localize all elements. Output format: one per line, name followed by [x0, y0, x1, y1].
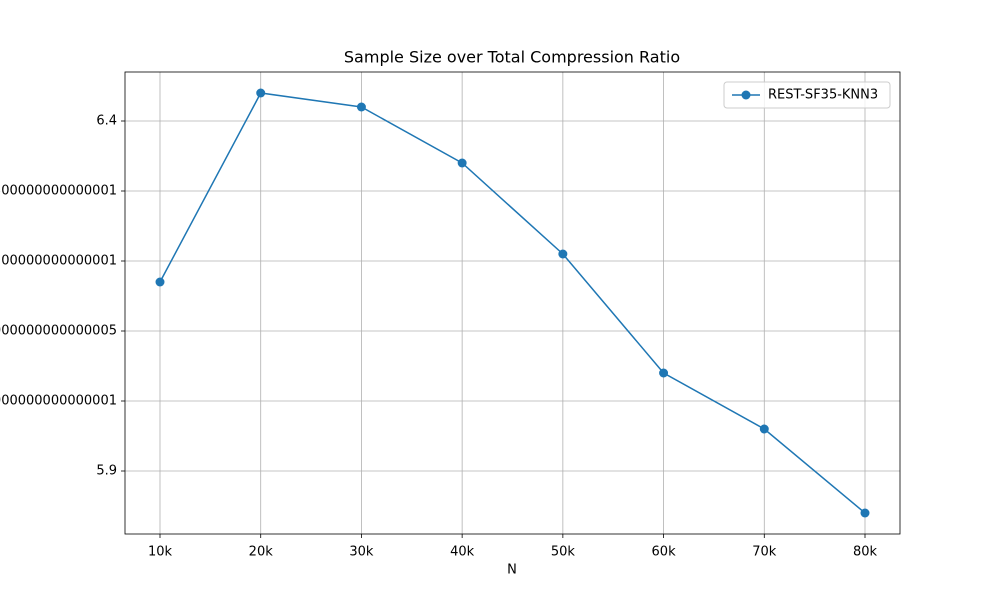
x-tick-label: 20k	[249, 545, 274, 560]
line	[159, 92, 866, 514]
marker	[558, 249, 568, 259]
legend-marker	[741, 90, 751, 100]
y-tick-label: 6.000000000000001	[0, 394, 117, 409]
marker	[256, 88, 266, 98]
x-tick-label: 30k	[349, 545, 374, 560]
x-tick-label: 50k	[551, 545, 576, 560]
x-tick-label: 80k	[853, 545, 878, 560]
chart-title: Sample Size over Total Compression Ratio	[344, 48, 680, 67]
y-tick-label: 6.200000000000001	[0, 254, 117, 269]
x-tick-label: 40k	[450, 545, 475, 560]
marker	[860, 508, 870, 518]
y-tick-label: 6.1000000000000005	[0, 324, 117, 339]
marker	[155, 277, 165, 287]
x-tick-label: 60k	[652, 545, 677, 560]
y-tick-label: 5.9	[96, 464, 117, 479]
x-axis-label: N	[507, 563, 517, 578]
y-tick-label: 6.300000000000001	[0, 184, 117, 199]
y-tick-label: 6.4	[96, 114, 117, 129]
legend-label: REST-SF35-KNN3	[768, 88, 878, 103]
plot-frame	[124, 71, 901, 535]
marker	[659, 368, 669, 378]
marker	[759, 424, 769, 434]
marker	[356, 102, 366, 112]
x-tick-label: 70k	[752, 545, 777, 560]
marker	[457, 158, 467, 168]
x-tick-label: 10k	[148, 545, 173, 560]
legend-box	[723, 81, 891, 109]
